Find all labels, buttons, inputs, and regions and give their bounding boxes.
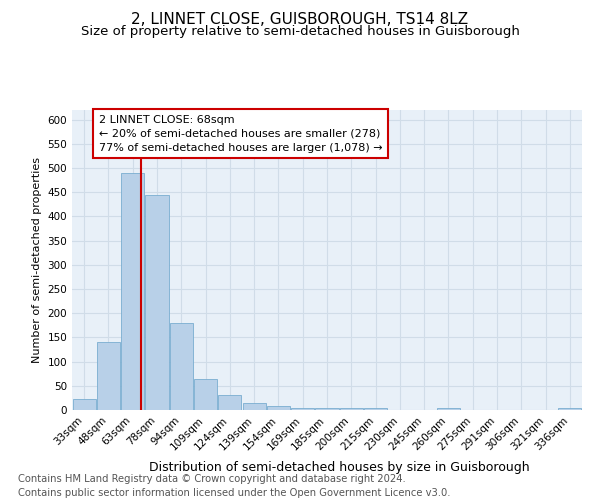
Bar [121, 173, 144, 410]
Bar [170, 323, 193, 410]
Bar [73, 400, 95, 410]
Bar [145, 194, 169, 410]
Y-axis label: Number of semi-detached properties: Number of semi-detached properties [32, 157, 42, 363]
Bar [242, 402, 266, 410]
Text: 2 LINNET CLOSE: 68sqm
← 20% of semi-detached houses are smaller (278)
77% of sem: 2 LINNET CLOSE: 68sqm ← 20% of semi-deta… [99, 115, 382, 153]
Bar [437, 408, 460, 410]
Bar [267, 406, 290, 410]
Bar [194, 378, 217, 410]
Bar [364, 408, 387, 410]
Text: Size of property relative to semi-detached houses in Guisborough: Size of property relative to semi-detach… [80, 25, 520, 38]
Bar [559, 408, 581, 410]
Bar [97, 342, 120, 410]
Text: Distribution of semi-detached houses by size in Guisborough: Distribution of semi-detached houses by … [149, 461, 529, 474]
Bar [316, 408, 338, 410]
Bar [340, 408, 363, 410]
Bar [291, 408, 314, 410]
Text: 2, LINNET CLOSE, GUISBOROUGH, TS14 8LZ: 2, LINNET CLOSE, GUISBOROUGH, TS14 8LZ [131, 12, 469, 28]
Bar [218, 394, 241, 410]
Text: Contains HM Land Registry data © Crown copyright and database right 2024.
Contai: Contains HM Land Registry data © Crown c… [18, 474, 451, 498]
